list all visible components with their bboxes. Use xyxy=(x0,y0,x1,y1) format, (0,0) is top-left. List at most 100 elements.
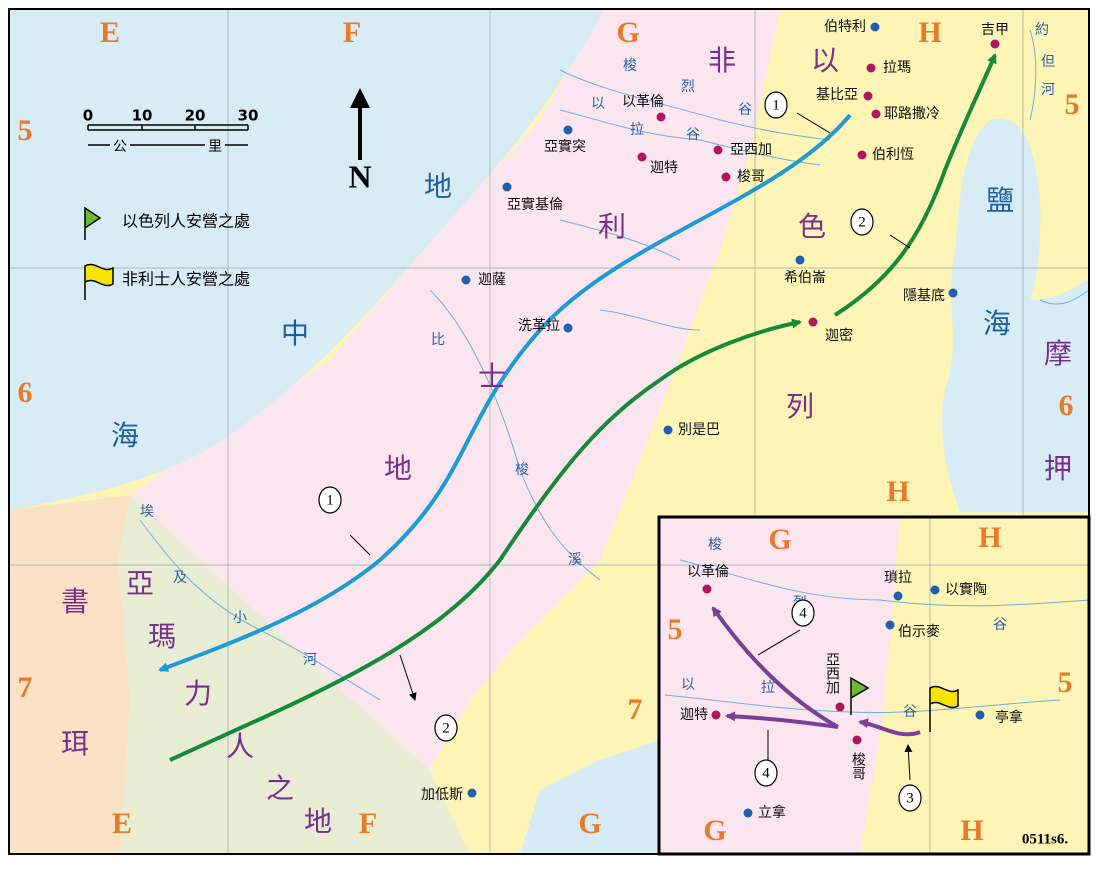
grid-label: 6 xyxy=(1059,389,1074,422)
city-dot xyxy=(852,735,862,745)
scale-tick-label: 30 xyxy=(238,107,259,125)
grid-label: H xyxy=(886,475,909,508)
route-marker xyxy=(850,208,874,236)
grid-lines xyxy=(9,9,1089,854)
map-frame xyxy=(8,8,1090,855)
city-label: 梭哥 xyxy=(850,751,866,780)
region-label: 摩 xyxy=(1044,337,1072,370)
city-dot xyxy=(461,275,471,285)
region-label: 非 xyxy=(708,44,736,77)
inset-israel xyxy=(860,517,1089,854)
grid-label: 5 xyxy=(18,114,33,147)
grid-label: 7 xyxy=(628,693,643,726)
route-marker xyxy=(898,784,922,812)
city-dot xyxy=(893,591,903,601)
river-label: 烈 xyxy=(681,79,695,95)
region-label: 瑪 xyxy=(148,620,176,653)
city-label: 迦薩 xyxy=(478,272,506,288)
city-dot xyxy=(702,584,712,594)
grid-label: 7 xyxy=(18,671,33,704)
city-dot xyxy=(743,808,753,818)
routes xyxy=(158,53,997,762)
grid-label: F xyxy=(359,807,377,840)
city-dot xyxy=(948,288,958,298)
grid-label: 5 xyxy=(1065,88,1080,121)
lake-area xyxy=(520,740,660,854)
region-label: 亞 xyxy=(126,567,154,600)
city-dot xyxy=(857,150,867,160)
river-label: 梭 xyxy=(623,57,637,74)
dead-sea xyxy=(941,118,1089,512)
legend-israel-flag xyxy=(84,206,102,240)
river-label: 約 xyxy=(1035,22,1049,38)
grid-label: 5 xyxy=(1058,666,1073,699)
city-dot xyxy=(467,788,477,798)
route-marker xyxy=(318,486,342,514)
route-number: 4 xyxy=(762,765,770,781)
region-label: 之 xyxy=(266,772,294,805)
city-label: 隱基底 xyxy=(903,287,945,304)
north-arrowhead xyxy=(350,88,370,108)
grid-label: G xyxy=(616,16,639,49)
route-number: 1 xyxy=(772,97,780,113)
inset-frame xyxy=(657,515,1091,856)
sea-label: 海 xyxy=(983,307,1011,340)
region-label: 書 xyxy=(61,585,89,618)
city-label: 洗革拉 xyxy=(518,318,560,334)
city-label: 以實陶 xyxy=(945,581,987,598)
grid-label: G xyxy=(578,807,601,840)
city-dot xyxy=(808,317,818,327)
city-label: 亭拿 xyxy=(995,709,1023,726)
region-label: 押 xyxy=(1044,452,1072,485)
river-label: 小 xyxy=(233,610,247,626)
philistine-flag xyxy=(929,685,959,732)
city-label: 瑣拉 xyxy=(884,570,912,586)
legend-philistine-flag xyxy=(84,263,114,300)
city-label: 亞實基倫 xyxy=(507,196,563,213)
city-label: 伯示麥 xyxy=(898,624,940,640)
river-label: 以 xyxy=(591,96,605,112)
region-label: 人 xyxy=(226,730,254,763)
inset-rivers xyxy=(664,559,1090,714)
river-label: 河 xyxy=(1041,82,1055,98)
city-label: 梭哥 xyxy=(737,168,765,185)
city-label: 迦特 xyxy=(650,160,678,176)
inset-grid xyxy=(659,517,1089,854)
city-dot xyxy=(563,323,573,333)
grid-label: F xyxy=(343,16,361,49)
river-label: 梭 xyxy=(708,536,722,553)
grid-label: 5 xyxy=(668,613,683,646)
river-label: 埃 xyxy=(140,504,154,520)
city-label: 希伯崙 xyxy=(784,270,826,286)
city-label: 亞實突 xyxy=(544,138,586,155)
grid-label: G xyxy=(768,523,791,556)
city-label: 亞西加 xyxy=(824,652,840,695)
grid-label: E xyxy=(100,16,120,49)
city-dot xyxy=(563,125,573,135)
grid-label: H xyxy=(978,521,1001,554)
route-number: 2 xyxy=(858,214,866,230)
city-label: 迦密 xyxy=(825,327,853,344)
route-number: 1 xyxy=(326,492,334,508)
route-1 xyxy=(158,113,852,672)
city-label: 耶路撒冷 xyxy=(884,106,940,122)
region-label: 地 xyxy=(304,805,332,838)
philistia-area xyxy=(130,9,780,770)
route-marker xyxy=(791,599,815,627)
route-4a xyxy=(711,606,839,729)
river-label: 谷 xyxy=(993,617,1007,633)
river-label: 比 xyxy=(431,332,445,348)
river-label: 谷 xyxy=(686,127,700,143)
israel-flag xyxy=(850,676,870,715)
city-dot xyxy=(502,182,512,192)
sea-label: 海 xyxy=(111,419,139,452)
shur-area xyxy=(9,495,130,854)
grid-label: E xyxy=(112,807,132,840)
route-3 xyxy=(858,718,921,737)
route-pointers xyxy=(349,112,911,700)
route-4b xyxy=(725,711,839,729)
amalek-area xyxy=(118,495,470,855)
region-label: 列 xyxy=(786,390,814,423)
mediterranean xyxy=(9,9,605,510)
